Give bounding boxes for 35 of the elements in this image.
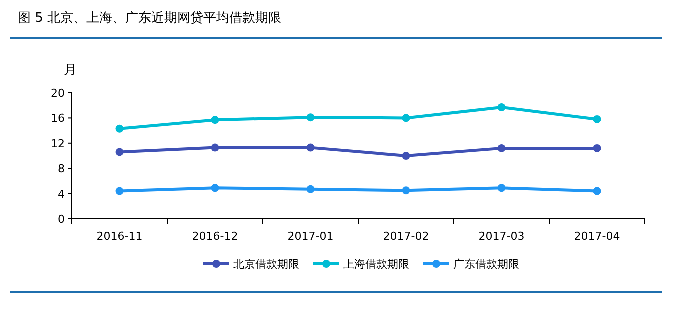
point: [306, 114, 315, 122]
y-tick-label: 12: [51, 137, 65, 150]
point: [402, 114, 410, 122]
point: [211, 144, 220, 152]
point: [498, 184, 506, 192]
point: [116, 148, 124, 156]
point: [211, 184, 220, 192]
point: [306, 185, 315, 194]
legend-label: 上海借款期限: [344, 258, 410, 271]
point: [593, 144, 602, 152]
point: [116, 124, 124, 133]
y-tick-label: 0: [58, 213, 65, 226]
y-tick-label: 8: [58, 162, 65, 176]
point: [402, 186, 410, 195]
point: [402, 152, 410, 160]
point: [116, 187, 124, 196]
point: [593, 187, 602, 196]
x-tick-label: 2017-01: [288, 230, 334, 243]
chart-title: 图 5 北京、上海、广东近期网贷平均借款期限: [18, 11, 282, 26]
y-tick-label: 16: [51, 112, 65, 126]
point: [498, 144, 506, 152]
y-tick-label: 4: [58, 188, 65, 201]
x-tick-label: 2017-03: [478, 230, 525, 243]
legend-label: 北京借款期限: [234, 258, 300, 271]
y-axis-title: 月: [64, 63, 77, 78]
y-tick-label: 20: [51, 87, 65, 100]
point: [593, 115, 602, 124]
point: [306, 144, 315, 152]
x-tick-label: 2017-04: [574, 230, 620, 243]
legend-label: 广东借款期限: [454, 258, 520, 271]
point: [498, 103, 506, 112]
x-tick-label: 2016-11: [96, 230, 143, 243]
point: [211, 116, 220, 124]
x-tick-label: 2017-02: [383, 230, 430, 243]
x-tick-label: 2016-12: [192, 230, 238, 243]
